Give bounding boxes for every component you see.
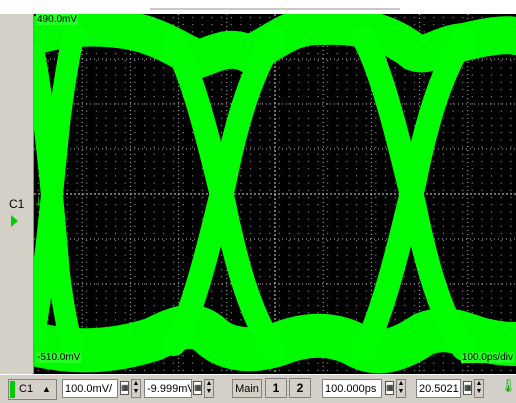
- eye-diagram: [34, 14, 516, 374]
- bottom-toolbar: C1 ▲ 100.0mV/ ▦ ▲ ▼ -9.999mV ▦ ▲ ▼ Main 1 …: [0, 374, 516, 403]
- channel-label: C1: [19, 383, 34, 395]
- volts-per-div-field[interactable]: 100.0mV/: [62, 379, 118, 398]
- title-strip: [0, 0, 516, 14]
- position-spinner[interactable]: ▦ ▲ ▼: [463, 379, 485, 398]
- thermometer-bulb-icon: 🌡: [500, 378, 516, 393]
- thermometer-icon[interactable]: 🌡°C: [500, 378, 516, 394]
- ground-icon: ⏚: [34, 199, 44, 209]
- zoom1-icon[interactable]: 1: [265, 378, 287, 398]
- position-updown-icon[interactable]: ▲ ▼: [474, 379, 484, 398]
- eye-traces: [34, 14, 516, 374]
- offset-updown-icon[interactable]: ▲ ▼: [204, 379, 214, 398]
- time-per-div-field[interactable]: 100.000ps: [322, 379, 382, 398]
- top-voltage-label: 490.0mV: [36, 14, 79, 25]
- timebase-mode-button[interactable]: Main: [232, 379, 262, 398]
- time-per-div-spinner[interactable]: ▦ ▲ ▼: [385, 379, 407, 398]
- position-grid-icon[interactable]: ▦: [463, 381, 472, 395]
- position-field[interactable]: 20.5021: [416, 379, 461, 398]
- channel-select-button[interactable]: C1 ▲: [8, 379, 57, 400]
- time-grid-icon[interactable]: ▦: [385, 381, 394, 395]
- timebase-label: 100.0ps/div: [460, 352, 514, 363]
- center-axes: [34, 14, 516, 374]
- title-divider: [150, 8, 400, 10]
- left-gutter: C1: [0, 14, 34, 374]
- time-updown-icon[interactable]: ▲ ▼: [396, 379, 406, 398]
- volts-updown-icon[interactable]: ▲ ▼: [131, 379, 141, 398]
- bottom-voltage-label: -510.0mV: [36, 352, 82, 363]
- zoom2-icon[interactable]: 2: [289, 378, 311, 398]
- channel-marker-label: C1: [9, 197, 25, 211]
- channel-marker[interactable]: C1: [9, 196, 33, 227]
- offset-grid-icon[interactable]: ▦: [193, 381, 202, 395]
- channel-up-icon: ▲: [42, 384, 51, 394]
- offset-field[interactable]: -9.999mV: [144, 379, 192, 398]
- offset-spinner[interactable]: ▦ ▲ ▼: [193, 379, 215, 398]
- volts-per-div-spinner[interactable]: ▦ ▲ ▼: [120, 379, 142, 398]
- grid-toggle-icon[interactable]: ▦: [120, 381, 129, 395]
- channel-color-swatch: [10, 381, 15, 398]
- channel-arrow-icon: [11, 214, 18, 227]
- scope-screen[interactable]: 490.0mV -510.0mV 100.0ps/div: [34, 14, 516, 374]
